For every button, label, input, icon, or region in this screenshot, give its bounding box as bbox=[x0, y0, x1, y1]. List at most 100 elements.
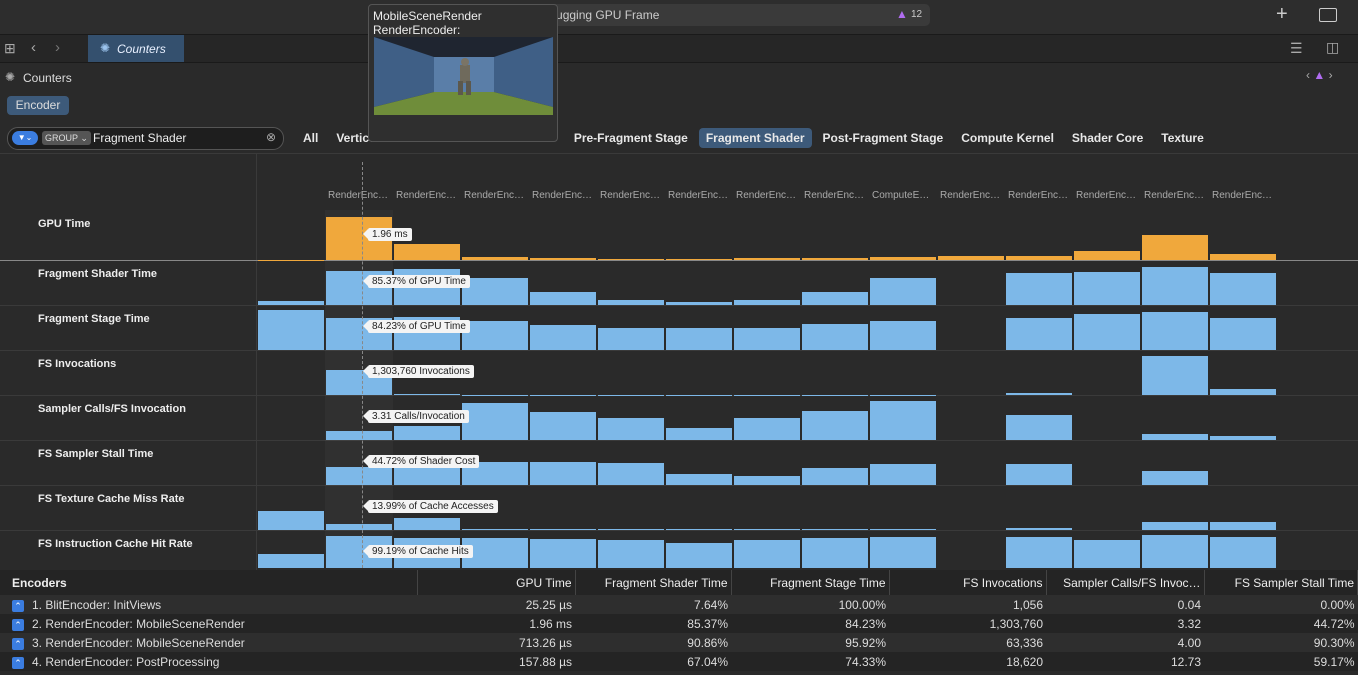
column-header[interactable]: Fragment Stage Time bbox=[731, 570, 890, 595]
bar bbox=[1210, 253, 1276, 260]
group-button[interactable]: Encoder bbox=[7, 96, 69, 115]
search-field[interactable]: ▼⌄ GROUP ⌄ Fragment Shader ⊗ bbox=[7, 127, 284, 150]
tab[interactable]: ✺ Counters bbox=[88, 35, 184, 62]
tab-bar bbox=[0, 35, 1358, 63]
bar bbox=[598, 259, 664, 260]
expand-icon[interactable]: ⌃ bbox=[12, 656, 24, 669]
column-label: RenderEnc… bbox=[804, 190, 865, 201]
bar bbox=[1006, 463, 1072, 485]
column-label: RenderEnc… bbox=[600, 190, 661, 201]
popover-subtitle: RenderEncoder: bbox=[373, 23, 461, 37]
column-header[interactable]: GPU Time bbox=[417, 570, 576, 595]
column-header[interactable]: Encoders bbox=[0, 570, 418, 595]
table-row[interactable]: ⌃ 4. RenderEncoder: PostProcessing 157.88 … bbox=[0, 652, 1358, 671]
add-button[interactable]: + bbox=[1276, 3, 1288, 25]
table-cell: 157.88 µs bbox=[519, 654, 572, 669]
bar bbox=[1210, 317, 1276, 350]
table-row[interactable]: ⌃ 2. RenderEncoder: MobileSceneRender 1.96… bbox=[0, 614, 1358, 633]
bar bbox=[666, 328, 732, 350]
activity-field: Debugging GPU Frame ▲ 12 bbox=[520, 4, 930, 26]
bar bbox=[530, 539, 596, 568]
sidebar-toggle[interactable] bbox=[1319, 8, 1337, 22]
row-divider bbox=[0, 530, 1358, 531]
warning-icon[interactable]: ▲ bbox=[896, 7, 908, 21]
divider bbox=[0, 153, 1358, 154]
annotation: 84.23% of GPU Time bbox=[363, 320, 470, 333]
filter-tab[interactable]: All bbox=[303, 131, 319, 145]
filter-tab[interactable]: Shader Core bbox=[1071, 131, 1144, 145]
activity-title: Debugging GPU Frame bbox=[534, 8, 660, 22]
bar bbox=[1074, 313, 1140, 350]
bar bbox=[1006, 414, 1072, 440]
table-row[interactable]: ⌃ 1. BlitEncoder: InitViews 25.25 µs 7.64% 1… bbox=[0, 595, 1358, 614]
column-header[interactable]: Sampler Calls/FS Invoc… bbox=[1046, 570, 1205, 595]
bar bbox=[598, 300, 664, 305]
layout-icon[interactable]: ◫ bbox=[1326, 39, 1340, 55]
filter-tab[interactable]: Texture bbox=[1161, 131, 1204, 145]
filter-tab[interactable]: Pre-Fragment Stage bbox=[573, 131, 688, 145]
bar bbox=[1142, 470, 1208, 485]
bar bbox=[394, 394, 460, 395]
nav-issues[interactable]: ‹ ▲ › bbox=[1306, 68, 1333, 82]
tab-icon: ✺ bbox=[100, 41, 111, 55]
bar bbox=[734, 476, 800, 485]
encoder-table: Encoders GPU Time Fragment Shader Time Frag… bbox=[0, 570, 1358, 671]
bar bbox=[1210, 536, 1276, 568]
bar bbox=[870, 278, 936, 305]
bar bbox=[734, 529, 800, 530]
bar bbox=[1142, 355, 1208, 395]
bar bbox=[530, 462, 596, 485]
filter-icon[interactable]: ▼⌄ bbox=[12, 131, 38, 145]
bar bbox=[802, 538, 868, 568]
breadcrumb: Counters bbox=[23, 71, 72, 85]
search-query: Fragment Shader bbox=[93, 131, 187, 145]
bar bbox=[734, 300, 800, 305]
bar bbox=[530, 411, 596, 440]
bar bbox=[1142, 312, 1208, 350]
table-cell: 0.04 bbox=[1046, 595, 1204, 614]
table-row[interactable]: ⌃ 3. RenderEncoder: MobileSceneRender 713.… bbox=[0, 633, 1358, 652]
column-label: RenderEnc… bbox=[736, 190, 797, 201]
bar bbox=[462, 403, 528, 440]
group-chip[interactable]: GROUP ⌄ bbox=[42, 131, 91, 145]
grid-icon[interactable]: ⊞ bbox=[4, 40, 16, 56]
filter-tab[interactable]: Compute Kernel bbox=[961, 131, 1054, 145]
bar bbox=[1006, 393, 1072, 395]
bar bbox=[734, 258, 800, 260]
bar bbox=[870, 320, 936, 350]
expand-icon[interactable]: ⌃ bbox=[12, 599, 24, 612]
bar bbox=[1210, 388, 1276, 395]
column-header[interactable]: FS Invocations bbox=[889, 570, 1047, 595]
table-cell: 25.25 µs bbox=[417, 595, 575, 614]
filter-tab[interactable]: Post-Fragment Stage bbox=[822, 131, 944, 145]
bar bbox=[734, 418, 800, 440]
clear-button[interactable]: ⊗ bbox=[266, 130, 277, 144]
bar bbox=[258, 511, 324, 530]
expand-icon[interactable]: ⌃ bbox=[12, 637, 24, 650]
bar bbox=[870, 463, 936, 485]
row-divider bbox=[0, 440, 1358, 441]
annotation: 85.37% of GPU Time bbox=[363, 275, 470, 288]
back-button[interactable]: ‹ bbox=[31, 39, 36, 56]
bar bbox=[462, 462, 528, 485]
forward-button[interactable]: › bbox=[55, 39, 60, 56]
row-divider bbox=[0, 305, 1358, 306]
bar bbox=[1074, 251, 1140, 260]
table-cell: ⌃ 4. RenderEncoder: PostProcessing bbox=[0, 652, 417, 671]
column-header[interactable]: Fragment Shader Time bbox=[575, 570, 732, 595]
bar bbox=[598, 529, 664, 530]
filter-tab[interactable]: Fragment Shader bbox=[698, 128, 812, 148]
expand-icon[interactable]: ⌃ bbox=[12, 618, 24, 631]
row-label: FS Instruction Cache Hit Rate bbox=[38, 538, 193, 550]
bar bbox=[666, 529, 732, 530]
menu-icon[interactable]: ☰ bbox=[1290, 40, 1303, 56]
bar bbox=[394, 518, 460, 530]
bar bbox=[598, 418, 664, 440]
column-header[interactable]: FS Sampler Stall Time bbox=[1204, 570, 1358, 595]
bar bbox=[394, 425, 460, 440]
bar bbox=[1006, 536, 1072, 568]
column-label: RenderEnc… bbox=[532, 190, 593, 201]
bar bbox=[530, 291, 596, 305]
annotation: 1.96 ms bbox=[363, 228, 412, 241]
